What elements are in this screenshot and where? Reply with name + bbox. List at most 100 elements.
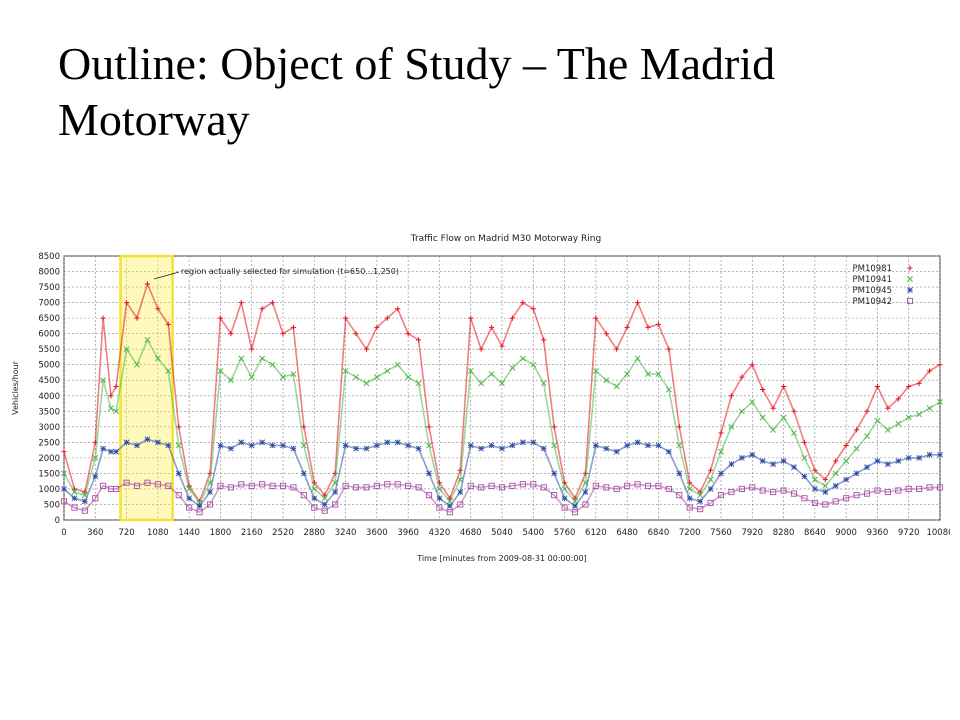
x-tick-label: 720 — [118, 528, 134, 538]
PM10942-point — [123, 479, 130, 486]
PM10981-point — [676, 424, 682, 430]
PM10945-point — [780, 458, 787, 464]
PM10981-point — [100, 315, 106, 321]
PM10981-point — [405, 331, 411, 337]
PM10945-point — [227, 445, 234, 452]
PM10941-point — [728, 423, 735, 430]
PM10941-point — [551, 442, 558, 449]
PM10941-point — [342, 367, 349, 374]
PM10981-point — [624, 324, 630, 331]
x-tick-label: 4680 — [460, 528, 482, 538]
x-tick-label: 9720 — [898, 528, 920, 538]
PM10942-point — [384, 481, 391, 488]
PM10945-point — [108, 448, 114, 455]
PM10945-point — [384, 439, 391, 446]
PM10945-point — [488, 442, 495, 449]
PM10981-point — [655, 321, 662, 327]
PM10981-point — [593, 315, 599, 321]
x-tick-label: 2520 — [272, 528, 294, 538]
PM10942-point — [832, 498, 839, 505]
PM10942-point — [92, 495, 99, 502]
x-tick-label: 7560 — [710, 528, 732, 538]
PM10945-point — [92, 473, 99, 480]
PM10981-point — [269, 299, 276, 306]
PM10981-point — [395, 306, 401, 312]
PM10942-point — [759, 487, 766, 494]
y-axis-label: Vehicles/hour — [11, 360, 20, 415]
PM10941-point — [592, 367, 599, 374]
y-tick-label: 4500 — [38, 376, 60, 386]
y-tick-label: 1000 — [38, 485, 60, 495]
PM10941-point — [353, 374, 359, 381]
y-tick-label: 3000 — [38, 423, 60, 433]
PM10945-point — [196, 503, 203, 509]
PM10945-point — [926, 451, 933, 458]
PM10981-point — [426, 424, 432, 430]
PM10941-point — [937, 399, 943, 405]
slide-title: Outline: Object of Study – The Madrid Mo… — [58, 38, 776, 145]
PM10942-point — [279, 482, 287, 489]
PM10942-point — [801, 495, 808, 502]
PM10981-point — [238, 299, 244, 306]
PM10945-point — [175, 470, 182, 477]
PM10941-point — [738, 408, 745, 415]
PM10941-point — [92, 454, 99, 461]
PM10945-point — [707, 486, 714, 492]
legend-marker — [907, 265, 913, 271]
PM10945-point — [446, 503, 453, 509]
x-tick-label: 1440 — [178, 528, 200, 538]
PM10941-point — [749, 399, 756, 405]
PM10941-point — [394, 361, 401, 368]
PM10942-trend-line — [63, 481, 940, 514]
PM10945-point — [165, 442, 172, 449]
PM10942-point — [446, 509, 453, 516]
PM10981-point — [760, 386, 766, 393]
PM10941-point — [165, 367, 172, 374]
PM10942-point — [780, 487, 787, 494]
PM10945-point — [728, 461, 735, 468]
PM10945-point — [770, 461, 777, 468]
y-tick-label: 6500 — [38, 314, 60, 324]
PM10941-point — [248, 374, 255, 381]
PM10941-point — [311, 485, 318, 492]
PM10942-point — [519, 481, 526, 488]
PM10941-point — [540, 380, 547, 387]
PM10945-point — [801, 473, 808, 480]
PM10981-point — [134, 315, 140, 321]
PM10945-point — [718, 470, 724, 477]
PM10942-point — [488, 482, 495, 489]
PM10981-series — [61, 281, 943, 504]
PM10981-trend-line — [63, 281, 941, 504]
PM10941-point — [519, 355, 526, 362]
PM10945-point — [154, 439, 161, 446]
PM10942-point — [843, 495, 850, 502]
PM10942-point — [113, 485, 120, 492]
PM10981-point — [906, 383, 912, 390]
PM10942-point — [352, 484, 360, 491]
x-tick-label: 360 — [87, 528, 103, 538]
PM10945-point — [100, 445, 107, 452]
PM10945-point — [864, 464, 870, 471]
PM10941-point — [791, 430, 797, 436]
PM10981-point — [468, 315, 474, 321]
annotation-arrow — [153, 271, 180, 280]
y-tick-label: 2000 — [38, 454, 60, 464]
PM10981-point — [301, 424, 307, 430]
PM10941-point — [467, 367, 474, 374]
PM10941-point — [759, 414, 766, 421]
PM10941-point — [864, 433, 870, 440]
PM10945-point — [499, 445, 505, 452]
PM10981-point — [895, 396, 901, 402]
PM10945-point — [759, 458, 766, 464]
PM10941-point — [843, 458, 850, 464]
PM10942-point — [363, 484, 370, 491]
PM10945-point — [676, 470, 683, 477]
PM10945-point — [415, 445, 422, 452]
PM10945-point — [269, 442, 276, 449]
PM10945-point — [645, 442, 651, 449]
traffic-flow-chart: Traffic Flow on Madrid M30 Motorway Ring… — [6, 222, 954, 574]
PM10945-point — [665, 448, 672, 455]
PM10945-point — [426, 470, 432, 477]
PM10945-point — [561, 495, 568, 502]
PM10941-point — [238, 355, 245, 362]
